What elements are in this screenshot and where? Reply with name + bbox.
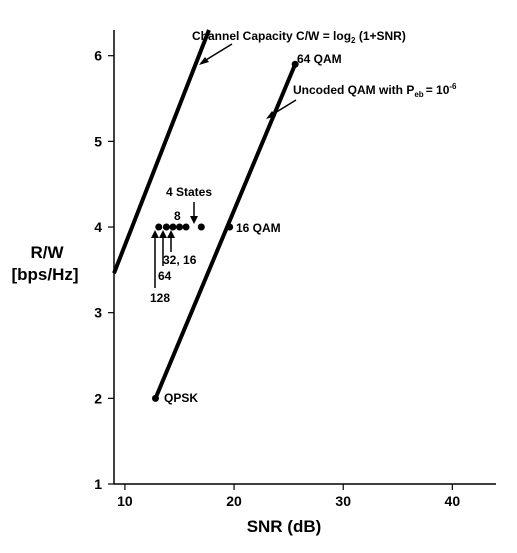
x-ticks: 10 20 30 40: [117, 484, 460, 509]
point-tcm128: [155, 223, 163, 231]
y-tick-label: 6: [94, 48, 102, 64]
point-qpsk: [151, 394, 159, 402]
series-line-capacity: [112, 29, 211, 275]
qam64-label: 64 QAM: [297, 52, 342, 66]
capacity-annotation: Channel Capacity C/W = log2 (1+SNR): [192, 29, 406, 45]
arrow-32-16-head: [167, 230, 175, 238]
uncoded-pointer: [269, 99, 297, 117]
states-4-arrowhead: [190, 216, 198, 224]
series-line-uncoded: [153, 63, 298, 400]
arrow-64-head: [159, 230, 167, 238]
y-tick-label: 4: [94, 219, 102, 235]
x-tick-label: 30: [335, 493, 351, 509]
y-tick-label: 1: [94, 476, 102, 492]
states-64-label: 64: [158, 269, 172, 283]
capacity-pointer-head: [199, 57, 209, 65]
axes: [113, 30, 496, 485]
qam16-label: 16 QAM: [236, 221, 281, 235]
x-tick-label: 10: [117, 493, 133, 509]
states-32-16-label: 32, 16: [163, 253, 197, 267]
y-axis-title-line1: R/W: [30, 243, 64, 262]
states-8-label: 8: [174, 209, 181, 223]
y-tick-label: 5: [94, 133, 102, 149]
x-tick-label: 40: [445, 493, 461, 509]
point-tcm64: [162, 223, 170, 231]
point-tcm16: [175, 223, 183, 231]
states-128-label: 128: [150, 291, 170, 305]
data-points: [151, 60, 299, 402]
series-lines: [112, 29, 298, 400]
point-tcm8: [182, 223, 190, 231]
arrow-128-head: [151, 230, 159, 238]
x-tick-label: 20: [226, 493, 242, 509]
states-4-label: 4 States: [166, 185, 212, 199]
y-tick-label: 2: [94, 390, 102, 406]
point-qam16: [226, 223, 234, 231]
qpsk-label: QPSK: [164, 391, 198, 405]
y-ticks: 1 2 3 4 5 6: [94, 48, 114, 492]
y-axis-title-line2: [bps/Hz]: [11, 265, 78, 284]
x-axis-title: SNR (dB): [247, 517, 322, 536]
uncoded-annotation: Uncoded QAM with Peb = 10-6: [293, 82, 457, 99]
point-qam64: [291, 60, 299, 68]
point-tcm32: [169, 223, 177, 231]
uncoded-pointer-head: [266, 111, 276, 119]
point-tcm4: [197, 223, 205, 231]
y-tick-label: 3: [94, 305, 102, 321]
